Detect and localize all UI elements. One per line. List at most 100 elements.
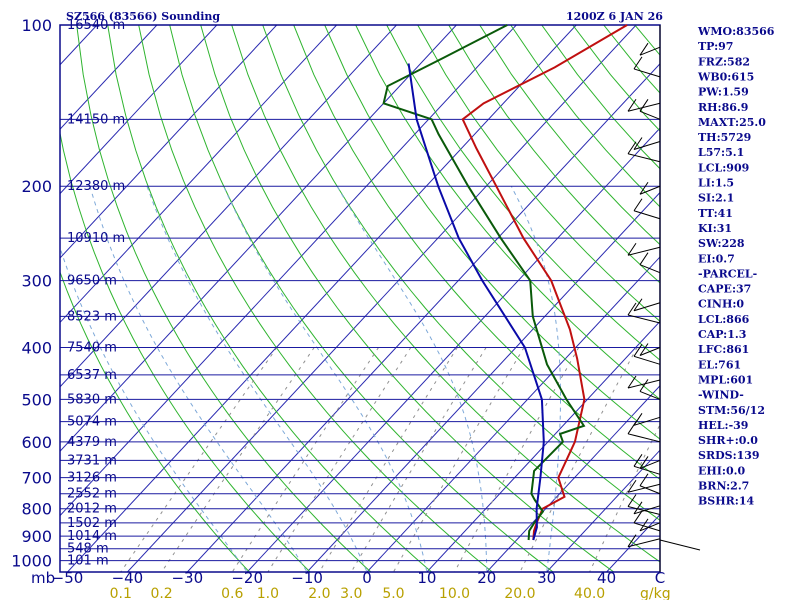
wind-barb — [633, 522, 661, 532]
temperature-tick-label: 0 — [362, 569, 372, 587]
wind-barb — [627, 102, 661, 112]
index-entry: STM:56/12 — [698, 404, 765, 417]
wind-barb — [627, 246, 661, 256]
mixing-ratio-line — [393, 347, 525, 572]
wind-barb-flag — [639, 473, 649, 487]
mixing-ratio-line — [161, 347, 315, 572]
sounding-profiles — [382, 24, 628, 541]
wind-barb-flag — [633, 510, 643, 524]
index-entry: BSHR:14 — [698, 495, 754, 508]
index-entry: PW:1.59 — [698, 86, 749, 99]
index-entry: SRDS:139 — [698, 449, 760, 462]
wind-barb — [639, 522, 661, 532]
mixing-ratio-tick-label: 1.0 — [257, 586, 279, 600]
height-label: 3731 m — [67, 453, 117, 468]
height-label: 6537 m — [67, 368, 117, 383]
height-label: 2552 m — [67, 487, 117, 502]
height-label: 101 m — [67, 554, 109, 569]
wind-barb-flag — [633, 501, 643, 515]
wind-barb — [633, 505, 661, 515]
wind-barb-flag — [639, 252, 649, 265]
moist-adiabat-line — [89, 186, 307, 572]
wind-barbs — [627, 25, 701, 572]
wind-barb — [639, 110, 661, 120]
height-label: 1014 m — [67, 529, 117, 544]
index-entry: HEL:-39 — [698, 419, 748, 432]
isotherm-line — [60, 25, 218, 195]
chart-title: SZ566 (83566) Sounding — [66, 10, 220, 23]
dry-adiabat-line — [448, 25, 660, 284]
index-entry: -PARCEL- — [698, 267, 757, 280]
mixing-ratio-line — [350, 347, 487, 572]
isotherm-line — [60, 25, 278, 259]
wind-barb — [627, 433, 661, 443]
wind-barb-flag — [627, 302, 637, 316]
wind-barb-flag — [639, 99, 649, 112]
isotherm-line — [486, 385, 660, 572]
mixing-ratio-tick-label: 2.0 — [308, 586, 330, 600]
wind-barb-flag — [627, 421, 637, 435]
pressure-tick-label: 200 — [21, 177, 52, 196]
mixing-ratio-line — [318, 347, 458, 572]
pressure-tick-label: 700 — [21, 469, 52, 488]
wind-barb-flag — [639, 181, 649, 195]
pressure-tick-label: 900 — [21, 527, 52, 546]
wind-barb-flag — [639, 379, 649, 392]
wind-barb — [627, 379, 661, 389]
index-entry: FRZ:582 — [698, 55, 750, 68]
wind-barb-flag — [627, 479, 637, 493]
index-entry: MAXT:25.0 — [698, 116, 766, 129]
mixing-ratio-unit-label: g/kg — [640, 586, 671, 600]
isotherm-line — [60, 25, 457, 452]
index-entry: LCL:866 — [698, 313, 750, 326]
isotherm-line — [426, 320, 660, 572]
index-entry: CINH:0 — [698, 298, 744, 311]
pressure-tick-label: 400 — [21, 338, 52, 357]
height-label: 4379 m — [67, 435, 117, 450]
wind-barb — [639, 485, 661, 495]
stability-indices: WMO:83566 TP:97 FRZ:582 WB0:615 PW:1.59 RH:86… — [697, 25, 775, 508]
dry-adiabat-line — [60, 130, 311, 572]
dry-adiabat-line — [262, 25, 660, 521]
index-entry: EI:0.7 — [698, 252, 735, 265]
dry-adiabat-line — [541, 25, 660, 170]
wind-barb — [639, 390, 661, 400]
moist-adiabat-line — [336, 185, 488, 571]
temperature-tick-label: −20 — [231, 569, 263, 587]
index-entry: TH:5729 — [698, 131, 751, 144]
wind-barb — [639, 264, 661, 274]
dry-adiabat-line — [169, 25, 554, 572]
wind-barb-flag — [627, 494, 637, 507]
wind-barb-flag — [639, 42, 649, 56]
isotherm-line — [60, 25, 397, 388]
pressure-tick-label: 500 — [21, 390, 52, 409]
index-entry: LI:1.5 — [698, 177, 734, 190]
height-label: 7540 m — [67, 340, 117, 355]
wind-barb — [659, 539, 701, 551]
wind-barb-flag — [633, 198, 643, 212]
mixing-ratio-tick-label: 5.0 — [382, 586, 404, 600]
dry-adiabat-line — [60, 270, 250, 572]
wind-barb-flag — [633, 137, 643, 150]
isotherm-line — [306, 191, 660, 572]
wind-barb-flag — [639, 343, 649, 356]
wind-barb-flag — [633, 56, 643, 70]
index-entry: L57:5.1 — [698, 146, 744, 159]
wind-barb — [627, 538, 661, 548]
wind-barb — [633, 416, 661, 426]
wind-barb — [627, 153, 661, 163]
dry-adiabat-line — [759, 25, 800, 572]
index-entry: LFC:861 — [698, 343, 749, 356]
height-label: 12380 m — [67, 179, 125, 194]
wind-barb — [627, 483, 661, 493]
wind-barb — [633, 465, 661, 475]
moist-adiabat-line — [510, 185, 561, 571]
mixing-ratio-line — [454, 347, 580, 572]
index-entry: KI:31 — [698, 222, 732, 235]
wind-barb-flag — [639, 518, 649, 532]
pressure-tick-label: 600 — [21, 433, 52, 452]
wind-barb — [633, 210, 661, 220]
wind-barb-flag — [633, 344, 643, 357]
temperature-unit-label: C — [655, 569, 665, 587]
